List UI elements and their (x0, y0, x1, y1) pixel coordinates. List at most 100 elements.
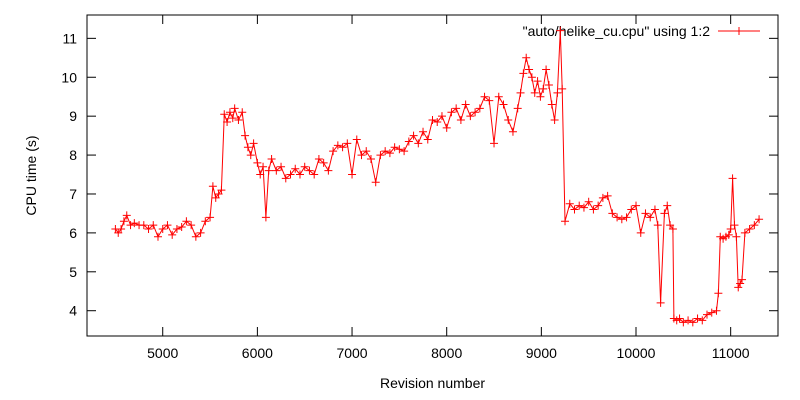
data-point (223, 118, 232, 126)
data-point (400, 147, 409, 156)
data-point (352, 135, 361, 144)
data-point (272, 166, 281, 175)
data-point (622, 213, 631, 222)
data-point (471, 108, 480, 117)
data-point (295, 170, 304, 179)
data-point (201, 217, 210, 226)
data-point (409, 131, 418, 140)
data-point (598, 193, 607, 202)
data-point (291, 164, 300, 173)
data-point (542, 65, 551, 74)
data-point (329, 147, 338, 156)
data-point (527, 73, 536, 82)
x-tick-label: 8000 (431, 345, 462, 361)
data-point (343, 139, 352, 148)
data-point (536, 92, 545, 101)
data-point (259, 162, 268, 171)
x-tick-label: 9000 (526, 345, 557, 361)
data-point (513, 104, 522, 113)
data-point (608, 209, 617, 218)
data-point (168, 230, 177, 239)
data-point (385, 149, 394, 158)
data-point (333, 141, 342, 150)
legend: "auto/helike_cu.cpu" using 1:2 (523, 23, 760, 39)
y-tick-label: 8 (69, 147, 77, 163)
data-point (362, 147, 371, 156)
data-point (603, 191, 612, 200)
data-point (653, 221, 662, 230)
data-point (423, 135, 432, 144)
data-point (494, 92, 503, 101)
plot-frame (86, 14, 779, 337)
data-point (525, 65, 534, 74)
data-point (153, 232, 162, 241)
data-point (163, 221, 172, 230)
data-point (357, 151, 366, 160)
data-point (519, 69, 528, 78)
data-point (668, 225, 677, 233)
data-point (698, 316, 707, 325)
data-point (206, 213, 215, 222)
data-point (561, 217, 570, 226)
data-point (437, 112, 446, 121)
data-point (745, 225, 754, 233)
data-point (433, 118, 442, 126)
data-point (485, 96, 494, 105)
data-point (144, 225, 153, 233)
y-tick-label: 10 (61, 69, 77, 85)
data-point (300, 162, 309, 171)
data-point (738, 275, 747, 284)
x-tick-label: 11000 (712, 345, 750, 361)
data-point (522, 53, 531, 62)
data-point (117, 225, 126, 233)
data-point (575, 201, 584, 210)
data-point (217, 186, 226, 195)
axis-ticks (87, 15, 778, 336)
data-point (508, 127, 517, 136)
axis-tick-labels: 5000 6000 7000 8000 9000 10000 11000 4 5 6 7 8 9 10 11 (61, 30, 749, 361)
y-tick-label: 11 (62, 30, 77, 46)
data-point (208, 182, 217, 191)
data-point (504, 116, 513, 125)
data-point (390, 143, 399, 152)
data-point (366, 154, 375, 163)
data-point (663, 201, 672, 210)
data-point (656, 298, 665, 307)
data-point (475, 104, 484, 113)
data-point (241, 131, 250, 140)
x-tick-label: 6000 (242, 345, 273, 361)
data-point (684, 316, 693, 325)
data-point (230, 104, 239, 113)
data-point (632, 201, 641, 210)
legend-marker (735, 27, 743, 35)
data-point (381, 147, 390, 156)
data-point (556, 26, 565, 35)
data-point (149, 221, 158, 230)
data-point (267, 154, 276, 163)
data-point (480, 92, 489, 101)
data-point (404, 137, 413, 146)
data-point (177, 223, 186, 232)
data-point (253, 158, 262, 167)
data-point (679, 318, 688, 327)
data-point (338, 143, 347, 152)
data-point (348, 170, 357, 179)
data-point (703, 310, 712, 319)
data-point (119, 217, 128, 226)
data-point (447, 108, 456, 117)
data-point (139, 221, 148, 230)
data-point (734, 283, 743, 292)
data-point (755, 215, 764, 224)
x-tick-label: 5000 (147, 345, 178, 361)
data-point (225, 108, 234, 117)
data-point (466, 112, 475, 121)
data-point (547, 100, 556, 109)
data-point (187, 221, 196, 230)
data-point (126, 221, 135, 230)
data-point (530, 88, 539, 97)
data-point (636, 228, 645, 237)
data-point (490, 139, 499, 148)
data-point (305, 166, 314, 175)
data-point (579, 203, 588, 212)
data-point (371, 178, 380, 187)
